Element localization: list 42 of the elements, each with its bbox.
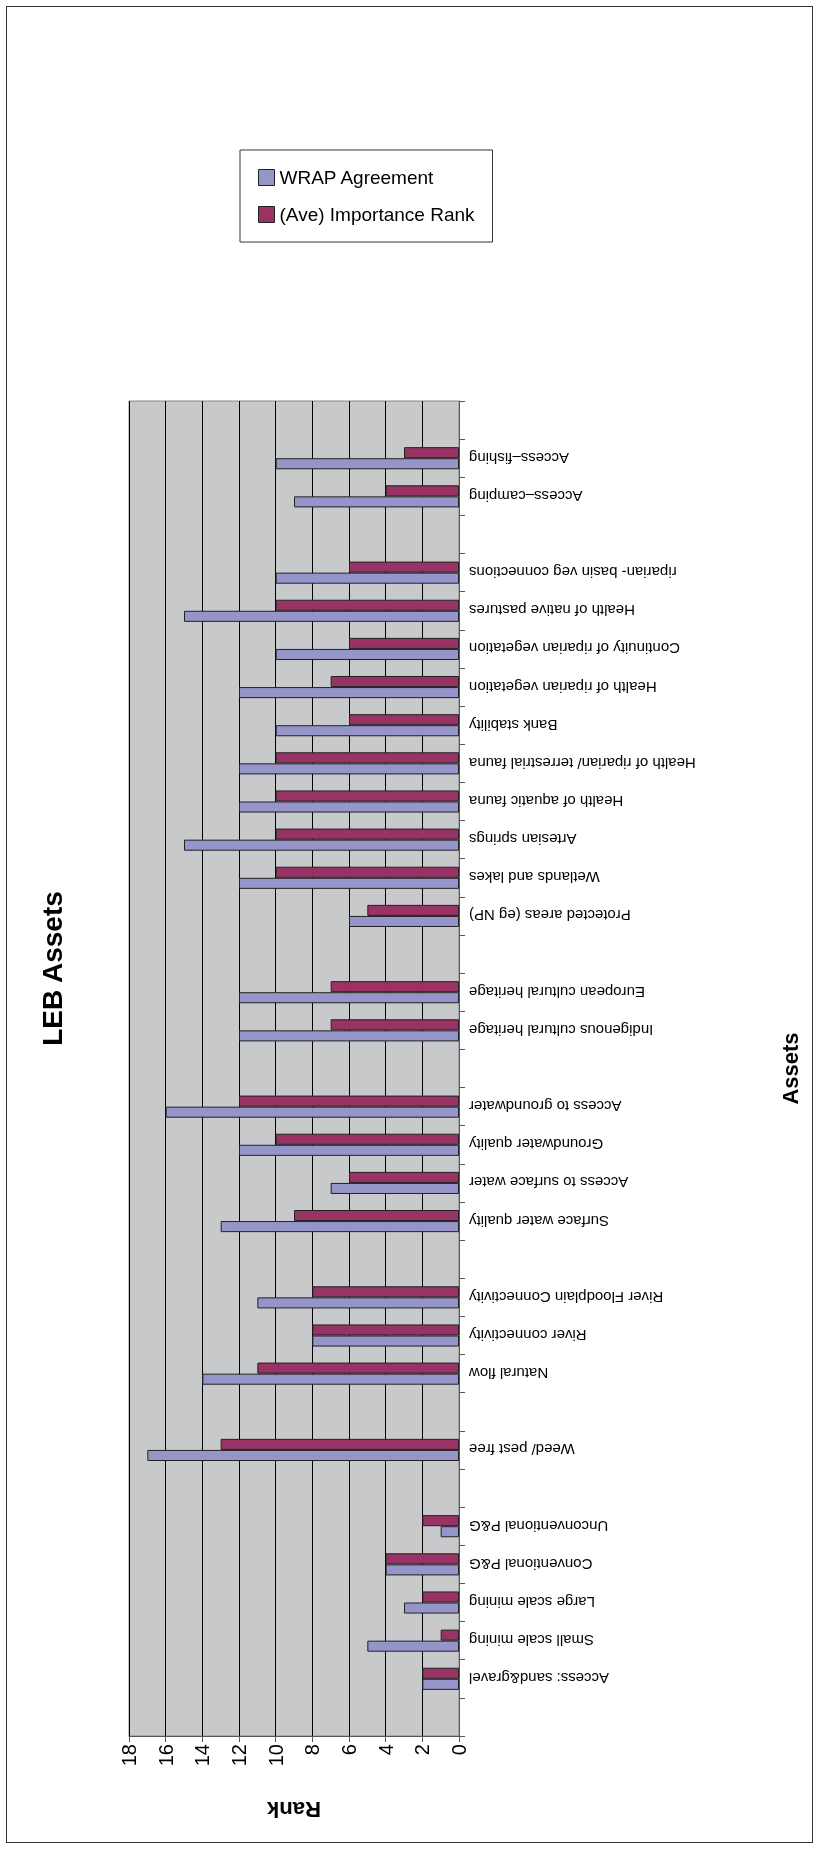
y-tick-label: riparian- basin veg connections [469, 564, 677, 582]
y-tick-label: Conventional P&G [469, 1555, 593, 1573]
y-tick-label: Health of riparian vegetation [469, 678, 657, 696]
y-tick-label: Continuity of riparian vegetation [469, 640, 680, 658]
x-tick-label: 12 [228, 1744, 250, 1767]
y-tick-label: Wetlands and lakes [469, 869, 600, 887]
x-tick-label: 18 [118, 1744, 140, 1767]
y-tick-label: Access–fishing [469, 449, 570, 467]
y-tick-label: Access–camping [469, 487, 583, 505]
y-tick-label: Artesian springs [469, 831, 577, 849]
legend-label: (Ave) Importance Rank [279, 204, 476, 225]
x-tick-label: 2 [411, 1744, 434, 1756]
y-tick-label: Access to surface water [469, 1174, 629, 1192]
legend-label: WRAP Agreement [279, 167, 435, 188]
x-tick-label: 4 [374, 1744, 397, 1756]
y-tick-label: Natural flow [468, 1365, 549, 1383]
x-tick-label: 8 [301, 1744, 324, 1756]
x-tick-label: 14 [191, 1744, 214, 1767]
y-tick-label: Indigenous cultural heritage [469, 1021, 654, 1039]
y-tick-label: European cultural heritage [469, 983, 645, 1001]
y-tick-label: Bank stability [468, 716, 558, 734]
y-tick-label: Access to groundwater [469, 1098, 622, 1116]
x-tick-label: 0 [448, 1744, 470, 1756]
y-tick-label: Weed/ pest free [469, 1441, 575, 1459]
y-tick-label: Small scale mining [469, 1632, 595, 1650]
y-tick-label: Health of aquatic fauna [468, 793, 624, 810]
y-tick-label: Access: sand&gravel [469, 1670, 610, 1688]
y-axis-title: Assets [777, 1032, 803, 1105]
y-tick-label: Health of riparian/ terrestrial fauna [468, 754, 696, 772]
y-tick-label: River connectivity [468, 1327, 587, 1344]
x-tick-label: 6 [338, 1744, 360, 1756]
y-tick-label: Health of native pastures [469, 602, 635, 620]
y-tick-label: River Floodplain Connectivity [468, 1288, 664, 1306]
y-tick-label: Groundwater quality [468, 1136, 604, 1154]
x-axis-title: Rank [266, 1796, 321, 1822]
y-tick-label: Protected areas (eg NP) [469, 907, 631, 925]
y-tick-label: Unconventional P&G [469, 1517, 609, 1535]
y-tick-label: Surface water quality [468, 1212, 610, 1230]
x-tick-label: 16 [154, 1744, 177, 1767]
y-tick-label: Large scale mining [469, 1594, 595, 1611]
x-tick-label: 10 [264, 1744, 287, 1767]
text: LEB Assets [36, 891, 68, 1046]
